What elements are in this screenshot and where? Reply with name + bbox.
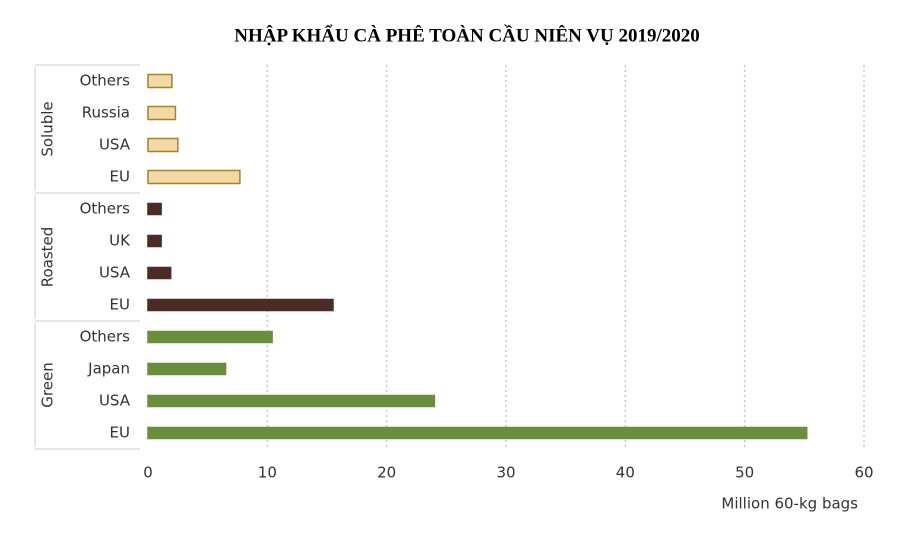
x-tick-label: 20 <box>377 464 396 482</box>
chart-title: NHẬP KHẨU CÀ PHÊ TOÀN CẦU NIÊN VỤ 2019/2… <box>234 24 700 46</box>
y-tick-label: USA <box>99 264 131 282</box>
x-tick-label: 10 <box>258 464 277 482</box>
x-tick-label: 0 <box>143 464 153 482</box>
y-tick-label: USA <box>99 392 131 410</box>
y-tick-label: USA <box>99 136 131 154</box>
bar <box>147 330 273 344</box>
y-tick-label: Others <box>80 200 131 218</box>
bar <box>147 202 162 216</box>
bar <box>147 169 241 185</box>
bar <box>147 362 227 376</box>
x-tick-label: 40 <box>616 464 635 482</box>
y-tick-label: Others <box>80 328 131 346</box>
bar <box>147 394 436 408</box>
bar <box>147 137 179 153</box>
group-label: Green <box>39 362 57 407</box>
y-tick-label: Others <box>80 72 131 90</box>
x-tick-label: 60 <box>854 464 873 482</box>
y-tick-label: Russia <box>82 104 130 122</box>
bar <box>147 105 177 121</box>
x-axis-label: Million 60-kg bags <box>721 495 858 513</box>
y-tick-label: EU <box>110 168 130 186</box>
y-tick-label: UK <box>109 232 131 250</box>
group-label: Soluble <box>39 101 57 156</box>
bar <box>147 73 173 89</box>
bar <box>147 234 162 248</box>
bar <box>147 426 808 440</box>
x-tick-label: 30 <box>496 464 515 482</box>
bar <box>147 266 172 280</box>
y-tick-label: Japan <box>87 360 130 378</box>
bar <box>147 298 334 312</box>
y-tick-label: EU <box>110 296 130 314</box>
group-label: Roasted <box>39 227 57 288</box>
x-tick-label: 50 <box>735 464 754 482</box>
y-tick-label: EU <box>110 424 130 442</box>
